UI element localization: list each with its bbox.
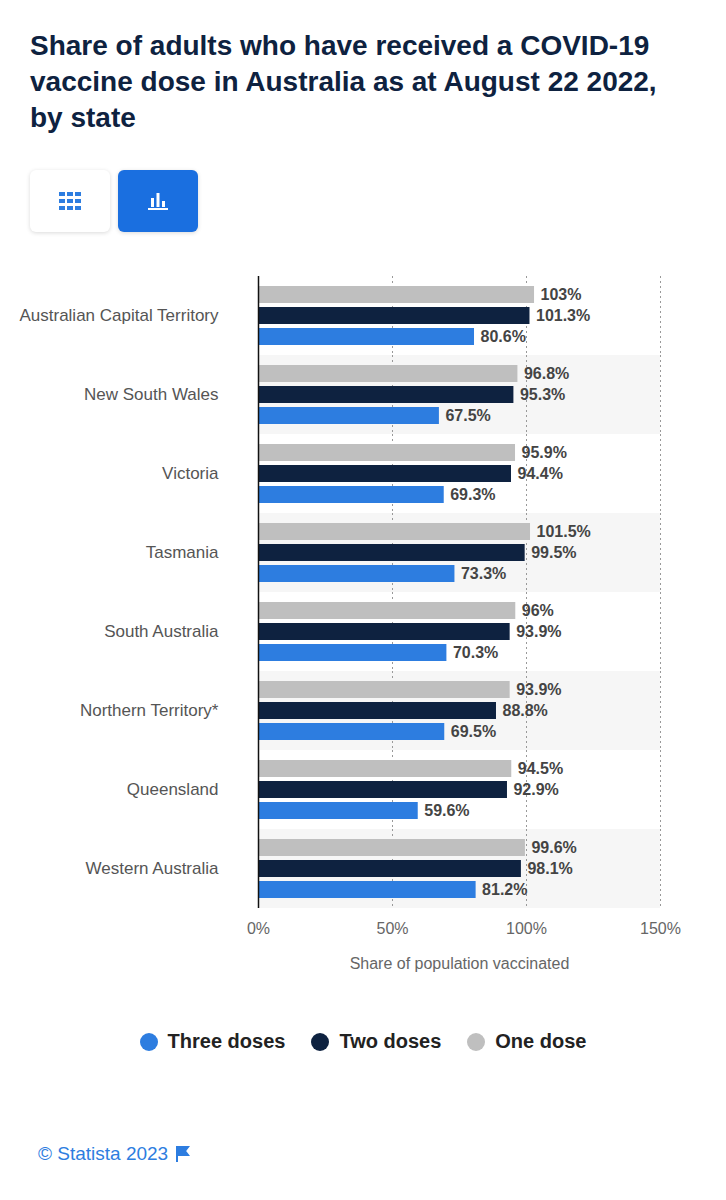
svg-text:59.6%: 59.6% <box>424 802 469 819</box>
svg-text:Northern Territory*: Northern Territory* <box>80 701 219 720</box>
svg-text:94.5%: 94.5% <box>518 760 563 777</box>
svg-text:99.6%: 99.6% <box>531 839 576 856</box>
svg-text:81.2%: 81.2% <box>482 881 527 898</box>
html-text:Three doses: Three doses <box>167 1030 286 1052</box>
svg-text:Queensland: Queensland <box>127 780 219 799</box>
svg-text:88.8%: 88.8% <box>502 702 547 719</box>
svg-text:Australian Capital Territory: Australian Capital Territory <box>19 306 219 325</box>
svg-text:101.3%: 101.3% <box>536 307 590 324</box>
svg-text:New South Wales: New South Wales <box>84 385 218 404</box>
html-text:Share of adults who have recei: Share of adults who have received a COVI… <box>30 30 657 133</box>
svg-text:93.9%: 93.9% <box>516 681 561 698</box>
svg-text:93.9%: 93.9% <box>516 623 561 640</box>
svg-text:67.5%: 67.5% <box>445 407 490 424</box>
svg-text:150%: 150% <box>640 920 681 937</box>
svg-text:Victoria: Victoria <box>162 464 219 483</box>
svg-text:50%: 50% <box>376 920 408 937</box>
svg-text:Share of population vaccinated: Share of population vaccinated <box>350 955 570 972</box>
svg-text:Tasmania: Tasmania <box>146 543 219 562</box>
html-text:Two doses: Two doses <box>339 1030 442 1052</box>
svg-text:80.6%: 80.6% <box>481 328 526 345</box>
svg-text:95.3%: 95.3% <box>520 386 565 403</box>
svg-text:95.9%: 95.9% <box>522 444 567 461</box>
svg-text:0%: 0% <box>247 920 270 937</box>
svg-text:69.5%: 69.5% <box>451 723 496 740</box>
svg-text:100%: 100% <box>506 920 547 937</box>
svg-text:99.5%: 99.5% <box>531 544 576 561</box>
html-text:One dose: One dose <box>495 1030 587 1052</box>
svg-text:Western Australia: Western Australia <box>86 859 219 878</box>
svg-text:70.3%: 70.3% <box>453 644 498 661</box>
svg-text:103%: 103% <box>541 286 582 303</box>
svg-text:94.4%: 94.4% <box>517 465 562 482</box>
svg-text:69.3%: 69.3% <box>450 486 495 503</box>
svg-text:101.5%: 101.5% <box>537 523 591 540</box>
svg-text:96.8%: 96.8% <box>524 365 569 382</box>
svg-text:96%: 96% <box>522 602 554 619</box>
svg-text:92.9%: 92.9% <box>513 781 558 798</box>
svg-text:South Australia: South Australia <box>104 622 219 641</box>
html-text:© Statista 2023: © Statista 2023 <box>38 1143 169 1164</box>
svg-text:73.3%: 73.3% <box>461 565 506 582</box>
svg-text:98.1%: 98.1% <box>527 860 572 877</box>
